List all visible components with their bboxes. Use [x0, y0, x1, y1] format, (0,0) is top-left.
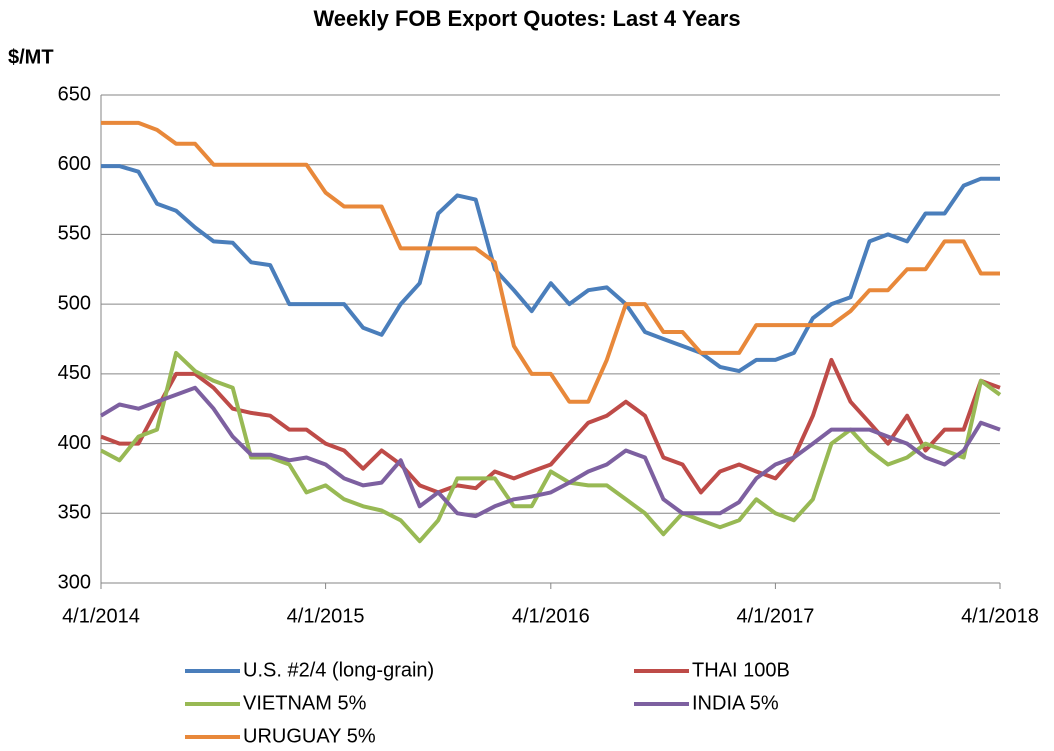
series-line: [101, 120, 1000, 404]
x-tick-label: 4/1/2017: [736, 605, 814, 627]
chart-title: Weekly FOB Export Quotes: Last 4 Years: [313, 6, 740, 31]
series-line: [100, 357, 1001, 495]
y-tick-label: 600: [58, 153, 91, 175]
y-tick-label: 450: [58, 362, 91, 384]
y-tick-label: 650: [58, 83, 91, 105]
series-line: [99, 385, 1001, 519]
y-axis-label: $/MT: [8, 46, 54, 68]
legend-label: THAI 100B: [692, 659, 790, 681]
legend-label: INDIA 5%: [692, 692, 779, 714]
y-tick-label: 300: [58, 571, 91, 593]
legend-label: VIETNAM 5%: [243, 692, 367, 714]
legend-label: URUGUAY 5%: [243, 725, 376, 746]
y-tick-label: 400: [58, 432, 91, 454]
x-tick-label: 4/1/2015: [287, 605, 365, 627]
series-line: [101, 164, 1000, 374]
y-tick-label: 550: [58, 223, 91, 245]
y-tick-label: 350: [58, 502, 91, 524]
x-tick-label: 4/1/2016: [512, 605, 590, 627]
y-tick-label: 500: [58, 292, 91, 314]
legend-label: U.S. #2/4 (long-grain): [243, 659, 434, 681]
x-tick-label: 4/1/2018: [961, 605, 1039, 627]
x-tick-label: 4/1/2014: [62, 605, 140, 627]
